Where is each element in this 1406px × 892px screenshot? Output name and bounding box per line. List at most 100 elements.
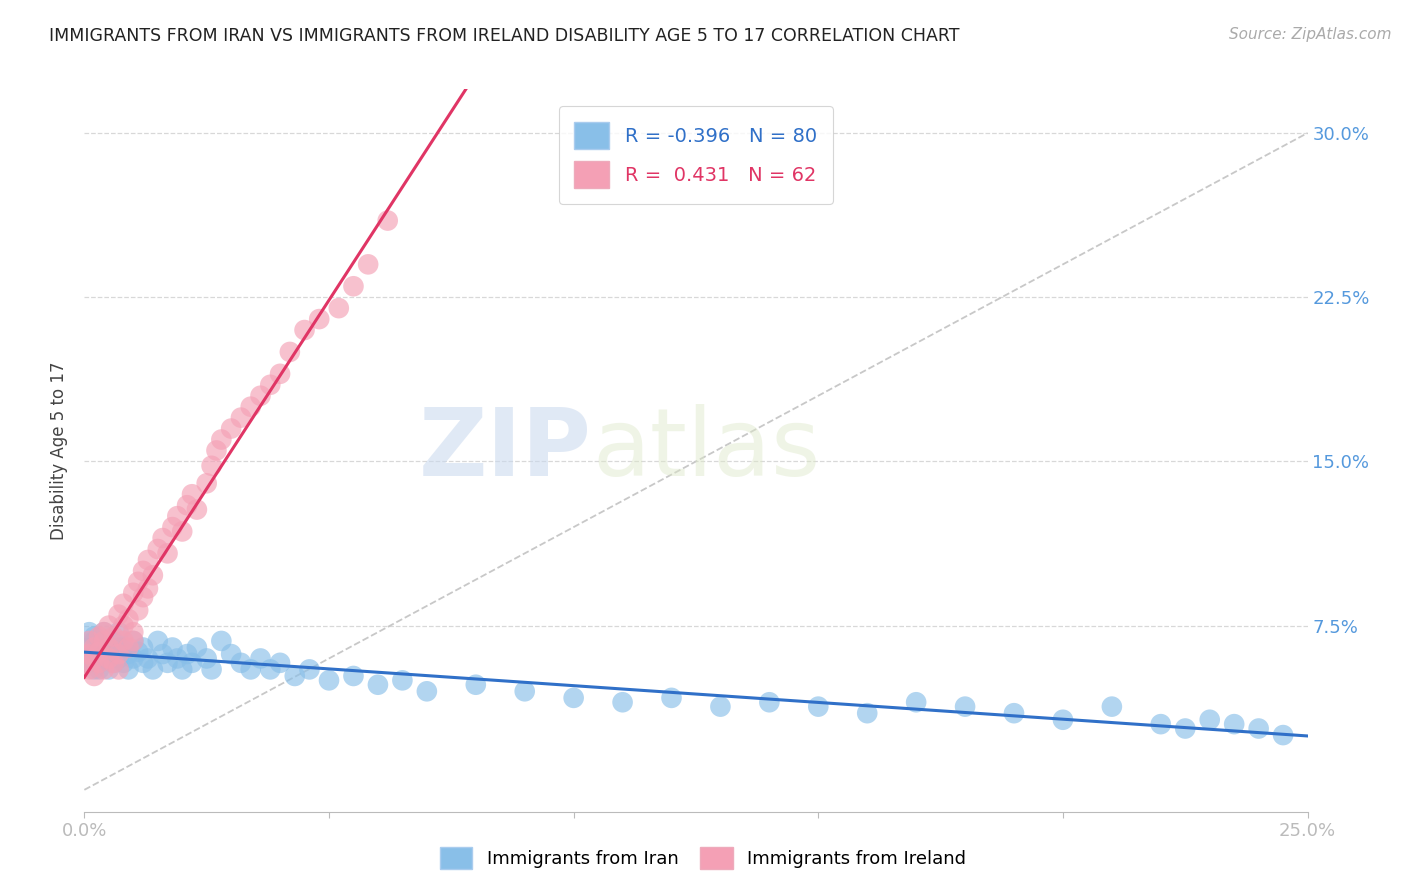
Point [83,630,105,644]
Point [1272,728,1295,742]
Point [856,706,879,721]
Point [83,634,105,648]
Point [259,662,281,676]
Point [132,590,155,604]
Point [97,651,120,665]
Point [342,279,364,293]
Point [269,367,291,381]
Point [308,312,330,326]
Point [83,651,105,665]
Point [103,656,125,670]
Point [93,645,115,659]
Point [117,647,139,661]
Point [103,630,125,644]
Point [73,651,96,665]
Point [152,531,174,545]
Y-axis label: Disability Age 5 to 17: Disability Age 5 to 17 [49,361,67,540]
Point [112,597,135,611]
Point [162,640,184,655]
Point [77,656,100,670]
Point [93,625,115,640]
Point [77,625,100,640]
Point [905,695,928,709]
Point [807,699,830,714]
Point [146,634,169,648]
Point [83,647,105,661]
Point [162,520,184,534]
Point [172,662,194,676]
Point [416,684,439,698]
Point [87,656,110,670]
Point [342,669,364,683]
Text: Source: ZipAtlas.com: Source: ZipAtlas.com [1229,27,1392,42]
Point [1198,713,1220,727]
Point [107,625,129,640]
Point [1052,713,1074,727]
Point [87,645,110,659]
Point [269,656,291,670]
Point [195,651,218,665]
Point [93,662,115,676]
Point [166,651,188,665]
Point [142,568,165,582]
Point [758,695,780,709]
Point [219,421,242,435]
Point [328,301,350,315]
Text: atlas: atlas [592,404,820,497]
Point [112,634,135,648]
Point [562,690,585,705]
Point [278,345,301,359]
Point [136,651,159,665]
Point [142,662,165,676]
Text: IMMIGRANTS FROM IRAN VS IMMIGRANTS FROM IRELAND DISABILITY AGE 5 TO 17 CORRELATI: IMMIGRANTS FROM IRAN VS IMMIGRANTS FROM … [49,27,960,45]
Point [391,673,413,688]
Point [176,498,198,512]
Point [117,662,139,676]
Point [87,640,110,655]
Point [259,377,281,392]
Point [83,662,105,676]
Point [136,582,159,596]
Point [117,612,139,626]
Point [97,662,120,676]
Point [709,699,731,714]
Point [239,662,262,676]
Point [107,647,129,661]
Point [172,524,194,539]
Point [77,640,100,655]
Point [112,618,135,632]
Point [122,634,145,648]
Point [117,640,139,655]
Point [953,699,976,714]
Point [156,656,179,670]
Point [513,684,536,698]
Point [181,487,204,501]
Point [83,669,105,683]
Point [77,634,100,648]
Point [107,662,129,676]
Point [195,476,218,491]
Point [152,647,174,661]
Point [1223,717,1246,731]
Point [1247,722,1270,736]
Point [1150,717,1173,731]
Point [136,553,159,567]
Point [103,647,125,661]
Point [103,634,125,648]
Point [122,586,145,600]
Point [239,400,262,414]
Point [464,678,486,692]
Point [612,695,634,709]
Point [127,574,149,589]
Point [1101,699,1123,714]
Point [77,647,100,661]
Point [661,690,683,705]
Point [97,618,120,632]
Point [367,678,389,692]
Point [122,651,145,665]
Point [146,541,169,556]
Point [219,647,242,661]
Point [209,433,232,447]
Point [209,634,232,648]
Point [107,640,129,655]
